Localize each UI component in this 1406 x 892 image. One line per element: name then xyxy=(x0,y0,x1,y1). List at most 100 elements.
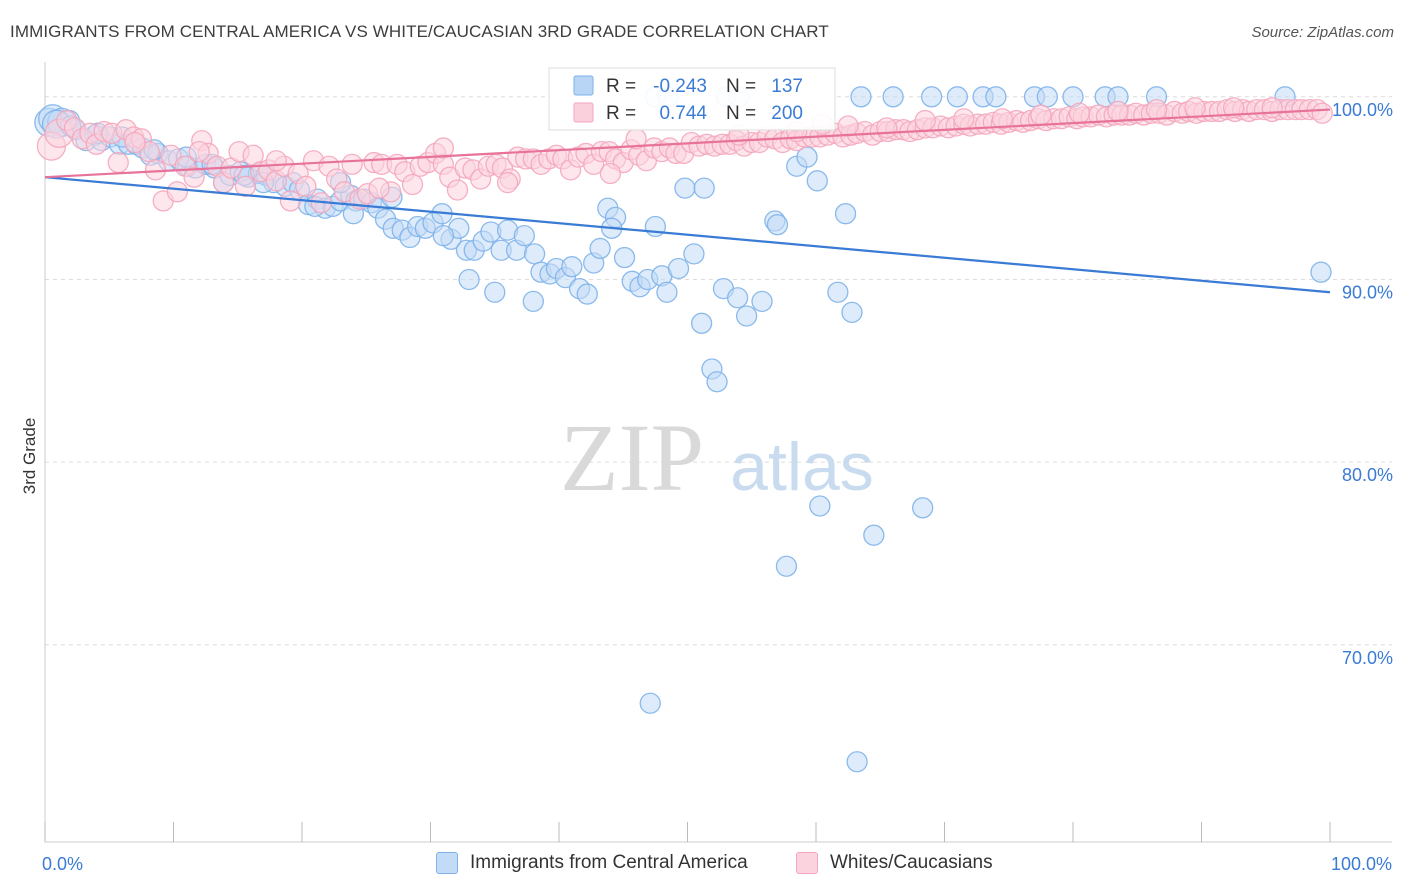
watermark-zip: ZIP xyxy=(560,404,704,511)
watermark-atlas: atlas xyxy=(730,429,874,505)
point-central-america xyxy=(706,371,728,393)
point-central-america xyxy=(576,283,598,305)
point-central-america xyxy=(882,86,904,108)
trend-lines xyxy=(44,108,1331,294)
point-whites xyxy=(265,150,287,172)
point-central-america xyxy=(850,86,872,108)
stats-r-label-1: R = xyxy=(606,76,636,97)
stats-legend: R = -0.243 N = 137 R = 0.744 N = 200 xyxy=(548,67,836,131)
point-whites xyxy=(144,159,167,181)
point-central-america xyxy=(432,224,455,247)
point-whites xyxy=(953,108,975,130)
stats-r-value-2: 0.744 xyxy=(659,103,707,124)
legend-label-whites: Whites/Caucasians xyxy=(830,852,993,873)
point-whites xyxy=(295,175,317,197)
y-axis-label: 3rd Grade xyxy=(20,418,39,495)
stats-r-label-2: R = xyxy=(606,103,636,124)
point-whites xyxy=(234,175,257,197)
legend-swatch-blue xyxy=(436,852,458,874)
point-central-america xyxy=(656,281,678,303)
point-whites xyxy=(188,140,210,163)
point-whites xyxy=(160,144,182,166)
point-central-america xyxy=(523,243,546,265)
point-whites xyxy=(1107,100,1129,123)
y-tick-label: 70.0% xyxy=(1342,648,1393,668)
legend-swatch-pink xyxy=(796,852,818,874)
point-whites xyxy=(1068,102,1091,124)
point-whites xyxy=(446,179,469,201)
point-whites xyxy=(1222,97,1245,119)
x-tick-label-min: 0.0% xyxy=(42,854,83,874)
point-central-america xyxy=(522,290,544,313)
point-central-america xyxy=(809,495,831,517)
point-whites xyxy=(279,190,302,212)
point-central-america xyxy=(921,86,943,108)
point-central-america xyxy=(613,246,636,269)
point-whites xyxy=(432,137,455,159)
stats-n-value-1: 137 xyxy=(771,76,803,97)
point-central-america xyxy=(985,86,1007,108)
point-whites xyxy=(183,166,205,188)
point-whites xyxy=(599,162,622,185)
legend-item-central-america[interactable]: Immigrants from Central America xyxy=(436,852,748,874)
stats-r-value-1: -0.243 xyxy=(653,76,707,97)
point-central-america xyxy=(1036,86,1058,108)
point-whites xyxy=(401,173,424,196)
point-central-america xyxy=(1310,261,1332,283)
point-central-america xyxy=(693,177,715,199)
point-whites xyxy=(837,115,859,137)
point-central-america xyxy=(946,86,968,108)
source-label: Source: ZipAtlas.com xyxy=(1251,24,1394,41)
point-central-america xyxy=(484,281,506,303)
point-central-america xyxy=(766,214,789,236)
data-points xyxy=(34,86,1333,773)
point-whites xyxy=(341,153,363,176)
point-whites xyxy=(368,177,390,199)
stats-swatch-pink xyxy=(573,102,594,123)
stats-swatch-blue xyxy=(573,75,594,96)
point-central-america xyxy=(841,301,863,324)
point-central-america xyxy=(775,555,798,577)
legend-item-whites[interactable]: Whites/Caucasians xyxy=(796,852,993,874)
point-central-america xyxy=(846,751,868,773)
stats-n-label-2: N = xyxy=(726,103,756,124)
point-whites xyxy=(876,117,898,139)
point-central-america xyxy=(827,281,849,303)
point-central-america xyxy=(683,243,705,265)
point-whites xyxy=(1261,97,1283,119)
watermark: ZIP atlas xyxy=(560,404,874,511)
point-whites xyxy=(1145,98,1168,121)
point-central-america xyxy=(863,524,885,546)
point-whites xyxy=(1030,104,1052,126)
point-whites xyxy=(1184,97,1206,119)
legend-label-central-america: Immigrants from Central America xyxy=(470,852,748,873)
point-central-america xyxy=(735,305,758,327)
point-whites xyxy=(914,109,936,132)
y-tick-label: 100.0% xyxy=(1332,100,1393,120)
stats-n-label-1: N = xyxy=(726,76,756,97)
point-central-america xyxy=(561,256,583,278)
chart-title: IMMIGRANTS FROM CENTRAL AMERICA VS WHITE… xyxy=(10,22,829,41)
point-central-america xyxy=(674,177,696,199)
point-whites xyxy=(991,108,1013,130)
y-tick-label: 80.0% xyxy=(1342,465,1393,485)
point-whites xyxy=(124,131,146,154)
point-central-america xyxy=(589,237,611,260)
point-central-america xyxy=(458,268,480,291)
point-central-america xyxy=(751,290,773,313)
point-central-america xyxy=(690,312,713,334)
point-whites xyxy=(107,151,129,174)
x-tick-label-max: 100.0% xyxy=(1331,854,1392,874)
point-central-america xyxy=(726,287,749,309)
axes xyxy=(44,62,1392,843)
trend-line-central-america xyxy=(44,176,1331,294)
point-whites xyxy=(1311,102,1333,124)
stats-n-value-2: 200 xyxy=(771,103,803,124)
trend-line-whites xyxy=(44,108,1331,179)
point-whites xyxy=(496,172,519,194)
tick-labels: 70.0% 80.0% 90.0% 100.0% 0.0% 100.0% xyxy=(42,100,1393,874)
point-central-america xyxy=(912,497,934,519)
point-whites xyxy=(166,181,189,203)
point-central-america xyxy=(513,224,535,247)
